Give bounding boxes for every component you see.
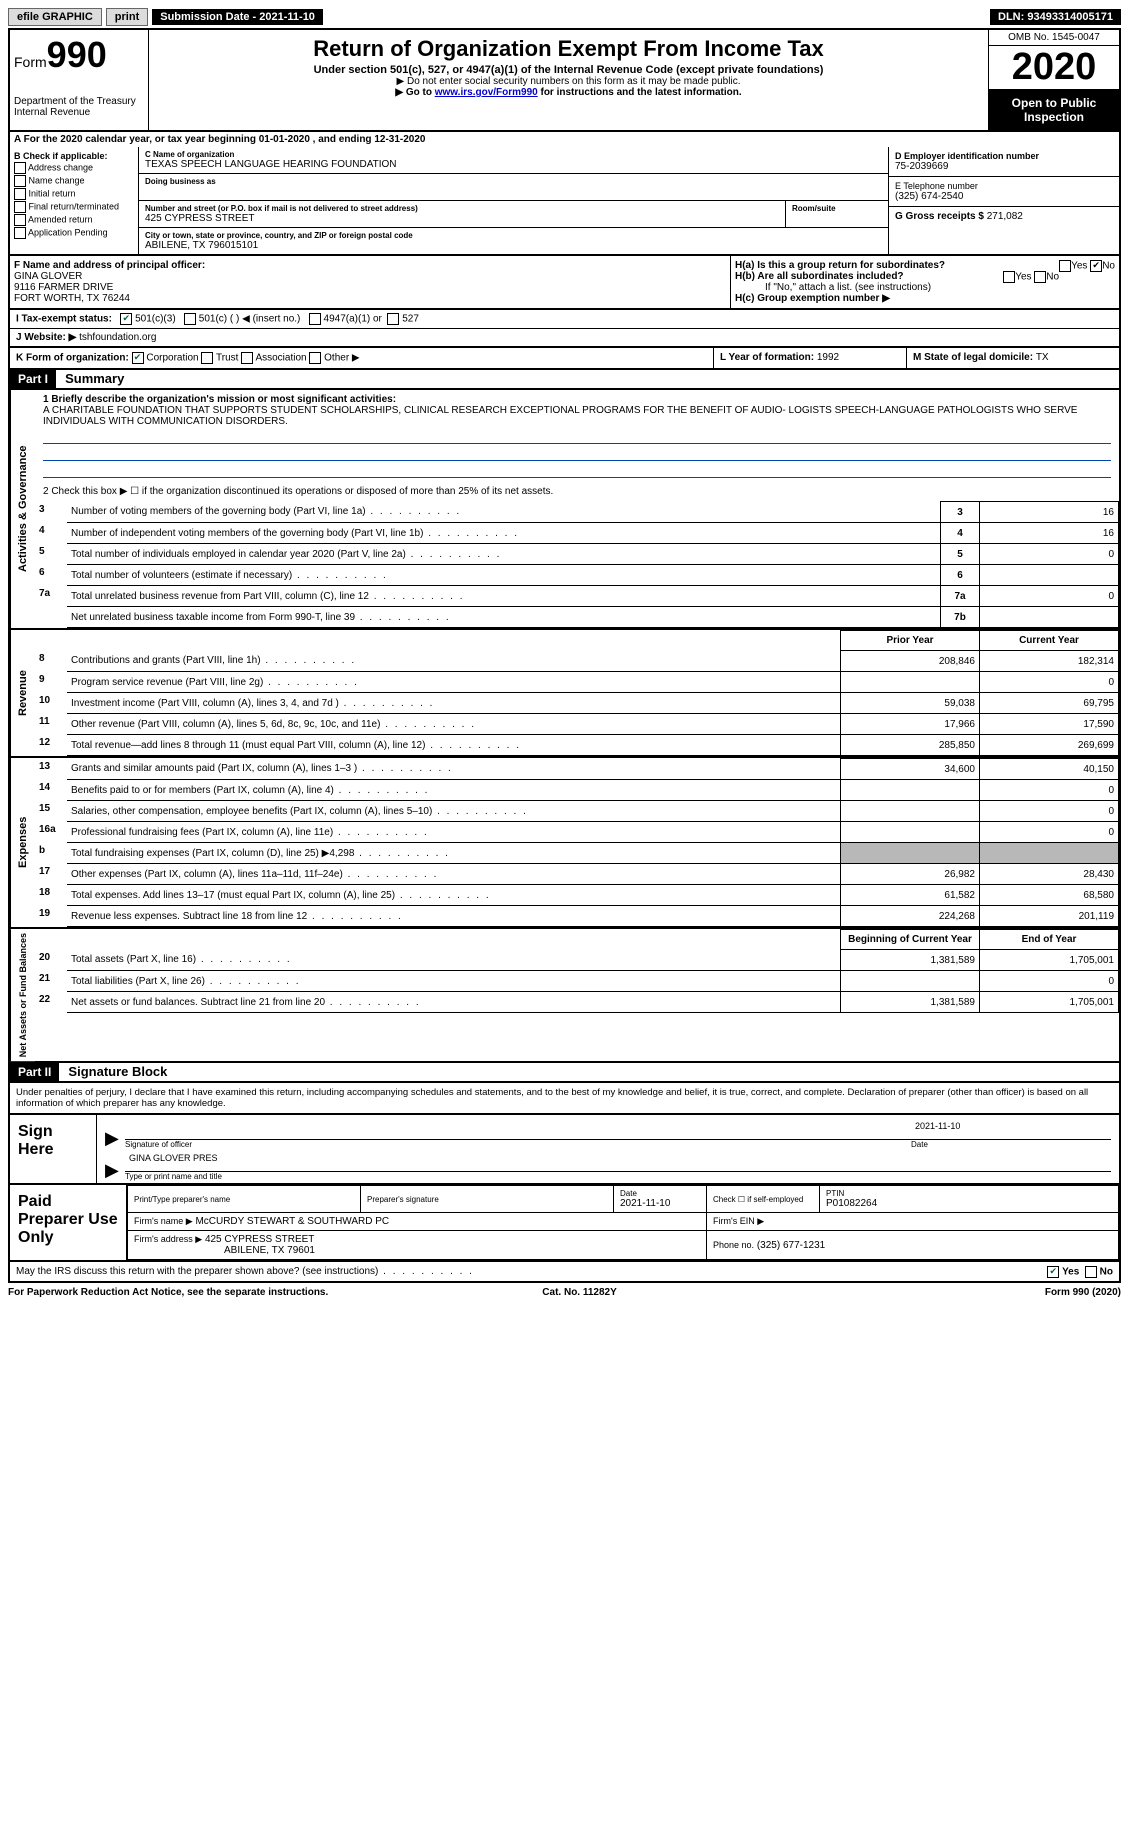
form-title: Return of Organization Exempt From Incom…: [153, 36, 984, 62]
part2-header: Part II Signature Block: [8, 1063, 1121, 1083]
chk-discuss-yes[interactable]: [1047, 1266, 1059, 1278]
tax-year: 2020: [989, 46, 1119, 90]
chk-final-return[interactable]: [14, 201, 26, 213]
signature-block: Under penalties of perjury, I declare th…: [8, 1083, 1121, 1283]
form-subtitle: Under section 501(c), 527, or 4947(a)(1)…: [153, 64, 984, 76]
officer-section: F Name and address of principal officer:…: [8, 256, 1121, 310]
footer: For Paperwork Reduction Act Notice, see …: [8, 1283, 1121, 1302]
vtab-net-assets: Net Assets or Fund Balances: [10, 929, 35, 1061]
preparer-table: Print/Type preparer's name Preparer's si…: [127, 1185, 1119, 1260]
chk-other[interactable]: [309, 352, 321, 364]
identity-section: B Check if applicable: Address change Na…: [8, 147, 1121, 256]
governance-table: 3Number of voting members of the governi…: [35, 501, 1119, 628]
chk-discuss-no[interactable]: [1085, 1266, 1097, 1278]
org-address: 425 CYPRESS STREET: [145, 213, 779, 224]
section-b: B Check if applicable: Address change Na…: [10, 147, 139, 254]
firm-phone: (325) 677-1231: [757, 1240, 825, 1251]
arrow-icon: ▶: [105, 1128, 125, 1149]
vtab-governance: Activities & Governance: [10, 390, 35, 628]
status-section: I Tax-exempt status: 501(c)(3) 501(c) ( …: [8, 310, 1121, 348]
officer-printed-name: GINA GLOVER PRES: [125, 1153, 1111, 1172]
vtab-expenses: Expenses: [10, 758, 35, 927]
firm-addr2: ABILENE, TX 79601: [134, 1245, 315, 1256]
officer-addr2: FORT WORTH, TX 76244: [14, 293, 726, 304]
open-to-public: Open to Public Inspection: [989, 90, 1119, 130]
form-header: Form990 Department of the Treasury Inter…: [8, 28, 1121, 132]
firm-name: McCURDY STEWART & SOUTHWARD PC: [195, 1216, 389, 1227]
chk-name-change[interactable]: [14, 175, 26, 187]
form-of-org: K Form of organization: Corporation Trus…: [8, 348, 1121, 370]
mission-statement: A CHARITABLE FOUNDATION THAT SUPPORTS ST…: [43, 405, 1111, 427]
omb-number: OMB No. 1545-0047: [989, 30, 1119, 46]
org-city: ABILENE, TX 796015101: [145, 240, 882, 251]
section-d: D Employer identification number 75-2039…: [888, 147, 1119, 254]
prep-date: 2021-11-10: [620, 1198, 670, 1209]
section-c: C Name of organization TEXAS SPEECH LANG…: [139, 147, 888, 254]
efile-button[interactable]: efile GRAPHIC: [8, 8, 102, 26]
officer-addr1: 9116 FARMER DRIVE: [14, 282, 726, 293]
submission-date: Submission Date - 2021-11-10: [152, 9, 323, 25]
sign-here-label: Sign Here: [10, 1115, 97, 1183]
print-button[interactable]: print: [106, 8, 148, 26]
chk-initial-return[interactable]: [14, 188, 26, 200]
sig-date: 2021-11-10: [911, 1121, 1111, 1140]
dept-treasury: Department of the Treasury: [14, 96, 144, 107]
paperwork-notice: For Paperwork Reduction Act Notice, see …: [8, 1287, 328, 1298]
gross-receipts: 271,082: [987, 211, 1023, 222]
chk-hb-yes[interactable]: [1003, 271, 1015, 283]
state-domicile: TX: [1036, 352, 1049, 363]
self-employed-check: Check ☐ if self-employed: [707, 1186, 820, 1213]
expenses-table: 13Grants and similar amounts paid (Part …: [35, 758, 1119, 927]
chk-4947[interactable]: [309, 313, 321, 325]
form-note2: ▶ Go to www.irs.gov/Form990 for instruct…: [153, 87, 984, 98]
chk-pending[interactable]: [14, 227, 26, 239]
ptin: P01082264: [826, 1198, 877, 1209]
irs-label: Internal Revenue: [14, 107, 144, 118]
cat-no: Cat. No. 11282Y: [542, 1287, 616, 1298]
chk-corp[interactable]: [132, 352, 144, 364]
chk-amended[interactable]: [14, 214, 26, 226]
irs-link[interactable]: www.irs.gov/Form990: [435, 87, 538, 98]
org-name: TEXAS SPEECH LANGUAGE HEARING FOUNDATION: [145, 159, 882, 170]
chk-hb-no[interactable]: [1034, 271, 1046, 283]
revenue-table: Prior YearCurrent Year8Contributions and…: [35, 630, 1119, 756]
officer-name: GINA GLOVER: [14, 271, 726, 282]
telephone: (325) 674-2540: [895, 191, 1113, 202]
line-a-period: A For the 2020 calendar year, or tax yea…: [8, 132, 1121, 147]
paid-preparer-label: Paid Preparer Use Only: [10, 1185, 127, 1260]
form-note1: ▶ Do not enter social security numbers o…: [153, 76, 984, 87]
firm-addr1: 425 CYPRESS STREET: [205, 1234, 314, 1245]
line2-checkbox: 2 Check this box ▶ ☐ if the organization…: [43, 486, 1111, 497]
chk-527[interactable]: [387, 313, 399, 325]
chk-assoc[interactable]: [241, 352, 253, 364]
dln: DLN: 93493314005171: [990, 9, 1121, 25]
form-footer: Form 990 (2020): [1045, 1287, 1121, 1298]
penalty-statement: Under penalties of perjury, I declare th…: [10, 1083, 1119, 1113]
chk-address-change[interactable]: [14, 162, 26, 174]
form-number: Form990: [14, 34, 144, 76]
chk-501c3[interactable]: [120, 313, 132, 325]
part1-header: Part I Summary: [8, 370, 1121, 390]
vtab-revenue: Revenue: [10, 630, 35, 756]
chk-501c[interactable]: [184, 313, 196, 325]
topbar: efile GRAPHIC print Submission Date - 20…: [8, 8, 1121, 26]
arrow-icon: ▶: [105, 1160, 125, 1181]
chk-ha-no[interactable]: [1090, 260, 1102, 272]
net-assets-table: Beginning of Current YearEnd of Year20To…: [35, 929, 1119, 1013]
year-formation: 1992: [817, 352, 839, 363]
ein: 75-2039669: [895, 161, 1113, 172]
website: tshfoundation.org: [79, 332, 156, 343]
chk-trust[interactable]: [201, 352, 213, 364]
chk-ha-yes[interactable]: [1059, 260, 1071, 272]
